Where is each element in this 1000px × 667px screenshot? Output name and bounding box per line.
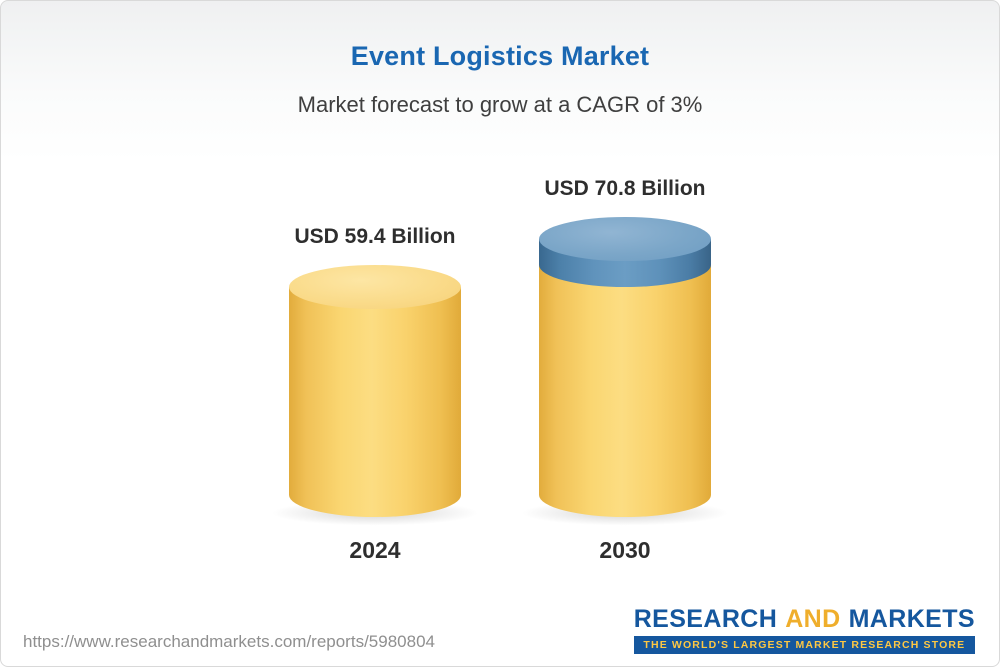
- footer: https://www.researchandmarkets.com/repor…: [1, 604, 999, 666]
- value-label-2024: USD 59.4 Billion: [294, 225, 456, 248]
- logo-wordmark: RESEARCH AND MARKETS: [633, 604, 975, 633]
- chart-title: Event Logistics Market: [350, 41, 650, 71]
- category-label-2030: 2030: [599, 537, 651, 563]
- bar-group-2024: USD 59.4 Billion 2024: [268, 225, 482, 564]
- cylinder-2024: [268, 265, 482, 526]
- cylinder-2030-base-side: [539, 264, 711, 517]
- cylinder-2030-top: [539, 217, 711, 261]
- category-label-2024: 2024: [349, 537, 401, 563]
- logo-word-markets: MARKETS: [848, 604, 975, 633]
- report-url-link[interactable]: https://www.researchandmarkets.com/repor…: [23, 632, 435, 651]
- bar-chart: USD 59.4 Billion 2024 USD 70.8 Billion 2…: [1, 177, 999, 564]
- cylinder-2030: [518, 217, 732, 526]
- bar-group-2030: USD 70.8 Billion 2030: [518, 177, 732, 564]
- cylinder-2024-side: [289, 287, 461, 517]
- research-and-markets-logo: RESEARCH AND MARKETS THE WORLD'S LARGEST…: [633, 604, 975, 654]
- logo-tagline: THE WORLD'S LARGEST MARKET RESEARCH STOR…: [633, 636, 975, 654]
- logo-word-research: RESEARCH: [633, 604, 778, 633]
- value-label-2030: USD 70.8 Billion: [544, 177, 706, 200]
- cylinder-2024-top: [289, 265, 461, 309]
- logo-word-and: AND: [785, 604, 841, 633]
- chart-header: Event Logistics Market Market forecast t…: [1, 1, 999, 118]
- chart-subtitle: Market forecast to grow at a CAGR of 3%: [297, 92, 703, 117]
